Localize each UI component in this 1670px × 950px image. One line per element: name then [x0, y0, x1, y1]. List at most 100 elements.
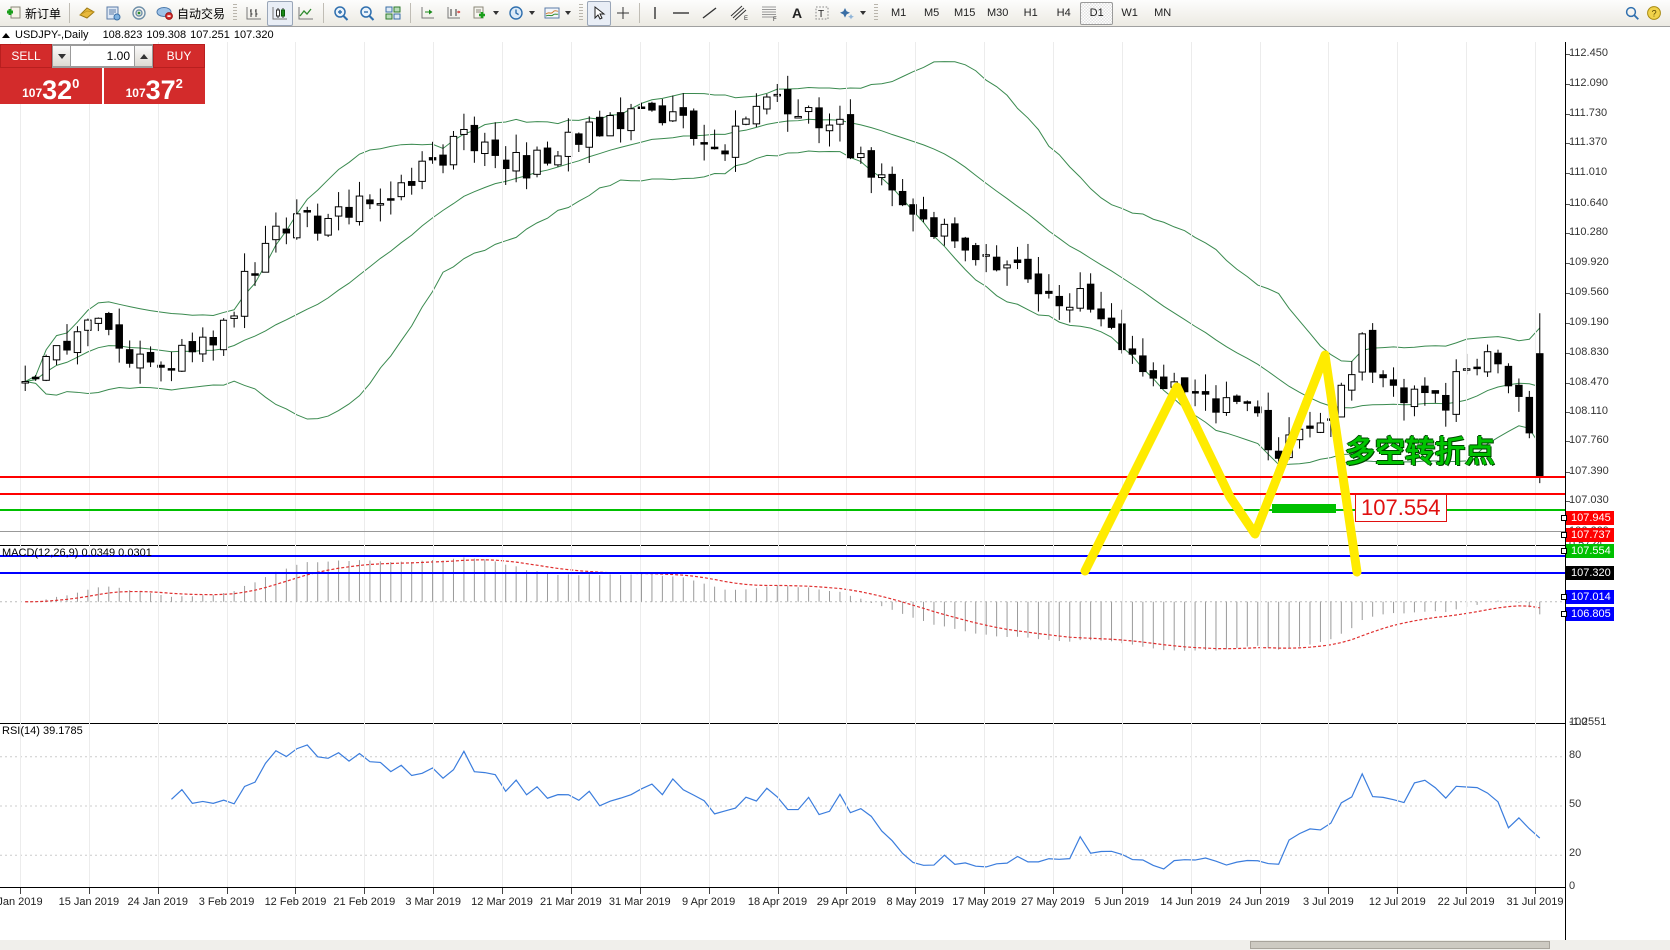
chart-shift-button[interactable] [441, 1, 467, 26]
cursor-icon [594, 5, 606, 20]
dataserver-button[interactable] [100, 1, 126, 26]
zoom-in-icon [334, 5, 349, 21]
price-level-tag[interactable]: 106.805 [1561, 607, 1614, 621]
signals-button[interactable] [126, 1, 152, 26]
cursor-button[interactable] [587, 0, 612, 26]
price-level-tag[interactable]: 107.320 [1566, 566, 1614, 580]
chevron-down-icon[interactable] [493, 11, 500, 15]
sell-price-display[interactable]: 107 32 0 [0, 68, 102, 104]
bar-chart-button[interactable] [241, 1, 267, 26]
trendline-button[interactable] [696, 1, 724, 26]
gridline-vertical [433, 42, 435, 887]
search-icon[interactable] [1624, 5, 1640, 21]
price-level-line[interactable] [0, 493, 1565, 495]
equidistant-channel-button[interactable]: E [724, 1, 754, 26]
metaeditor-button[interactable] [74, 1, 100, 26]
toolbar-grip-2[interactable] [579, 4, 584, 22]
price-tick-mark [1566, 262, 1570, 264]
buy-price-display[interactable]: 107 37 2 [103, 68, 205, 104]
timeframe-m15[interactable]: M15 [953, 7, 976, 19]
help-icon[interactable]: ? [1646, 5, 1662, 21]
time-axis[interactable]: Jan 2019 15 Jan 2019 24 Jan 2019 3 Feb 2019… [0, 887, 1565, 941]
price-level-line[interactable] [0, 476, 1565, 478]
price-level-value: 107.945 [1571, 512, 1611, 524]
lot-decrease-button[interactable] [52, 45, 71, 67]
price-level-tag[interactable]: 107.554 [1561, 544, 1614, 558]
level-handle[interactable] [1561, 532, 1567, 538]
timeframe-m1[interactable]: M1 [891, 7, 907, 19]
time-tick-label: 24 Jan 2019 [127, 896, 188, 908]
horizontal-scrollbar[interactable] [0, 940, 1670, 950]
timeframe-h1[interactable]: H1 [1023, 7, 1038, 19]
level-handle[interactable] [1561, 611, 1567, 617]
price-level-tag[interactable]: 107.014 [1561, 590, 1614, 604]
collapse-triangle-icon[interactable] [2, 32, 10, 38]
autoscroll-button[interactable] [415, 1, 441, 26]
lot-size-input[interactable]: 1.00 [71, 45, 134, 67]
price-axis[interactable]: 112.450 112.090 111.730 111.370 111.010 110.6… [1565, 42, 1670, 940]
price-level-line[interactable] [0, 555, 1565, 557]
buy-button[interactable]: BUY [153, 44, 205, 68]
timeframe-w1[interactable]: W1 [1121, 7, 1138, 19]
time-tick-label: 14 Jun 2019 [1160, 896, 1221, 908]
line-chart-button[interactable] [293, 1, 319, 26]
lot-increase-button[interactable] [134, 45, 153, 67]
price-level-line[interactable] [0, 531, 1565, 532]
timeframe-m5[interactable]: M5 [924, 7, 940, 19]
new-order-button[interactable]: 新订单 [2, 1, 65, 26]
gridline-vertical [1121, 42, 1123, 887]
level-handle[interactable] [1561, 515, 1567, 521]
chevron-down-icon-4[interactable] [860, 11, 867, 15]
add-indicator-button[interactable] [467, 1, 503, 26]
price-tick-label: 112.090 [1569, 77, 1608, 90]
marketwatch-button[interactable]: 自动交易 [152, 1, 229, 26]
candlestick-chart-button[interactable] [267, 0, 294, 26]
timeframe-d1[interactable]: D1 [1080, 1, 1114, 25]
lot-size-control[interactable]: 1.00 [52, 44, 153, 68]
time-tick-mark [777, 888, 779, 894]
timeframe-h4[interactable]: H4 [1056, 7, 1071, 19]
text-label-button[interactable]: T [810, 1, 834, 26]
price-pane[interactable] [0, 42, 1565, 545]
rsi-label: RSI(14) 39.1785 [2, 725, 83, 737]
svg-text:T: T [818, 9, 824, 20]
price-level-value: 106.805 [1571, 608, 1611, 620]
fibonacci-button[interactable]: F [754, 1, 784, 26]
price-tick-label: 108.470 [1569, 375, 1609, 388]
zoom-out-button[interactable] [354, 1, 380, 26]
price-level-line[interactable] [0, 509, 1565, 511]
toolbar-divider-2 [323, 3, 325, 23]
toolbar-grip[interactable] [233, 4, 238, 22]
gridline-vertical [639, 42, 641, 887]
price-level-line[interactable] [0, 572, 1565, 574]
toolbar-grip-3[interactable] [874, 4, 879, 22]
templates-button[interactable] [539, 1, 575, 26]
shapes-button[interactable] [834, 1, 870, 26]
price-level-tag[interactable]: 107.945 [1561, 511, 1614, 525]
vertical-line-button[interactable] [644, 1, 666, 26]
time-tick-mark [570, 888, 572, 894]
horizontal-line-button[interactable] [666, 1, 696, 26]
chart-area[interactable]: MACD(12,26,9) 0.0349 0.0301 RSI(14) 39.1… [0, 42, 1670, 940]
sell-button[interactable]: SELL [0, 44, 52, 68]
timeframe-mn[interactable]: MN [1154, 7, 1172, 19]
zoom-in-button[interactable] [328, 1, 354, 26]
rsi-pane[interactable]: RSI(14) 39.1785 [0, 723, 1565, 887]
chevron-down-icon-2[interactable] [529, 11, 536, 15]
level-handle[interactable] [1561, 594, 1567, 600]
crosshair-button[interactable] [611, 1, 635, 26]
timeframe-m30[interactable]: M30 [986, 7, 1009, 19]
scrollbar-thumb[interactable] [1250, 941, 1550, 949]
shapes-icon [840, 7, 855, 19]
period-button[interactable] [503, 1, 539, 26]
period-icon [509, 5, 523, 20]
chevron-down-icon-3[interactable] [565, 11, 572, 15]
gridline-vertical [1466, 42, 1468, 887]
tile-windows-button[interactable] [380, 1, 406, 26]
price-level-tag[interactable]: 107.737 [1561, 528, 1614, 542]
time-tick-mark [502, 888, 504, 894]
text-button[interactable]: A [784, 1, 810, 26]
gridline-vertical [1052, 42, 1054, 887]
caret-down-icon [57, 53, 66, 59]
level-handle[interactable] [1561, 548, 1567, 554]
